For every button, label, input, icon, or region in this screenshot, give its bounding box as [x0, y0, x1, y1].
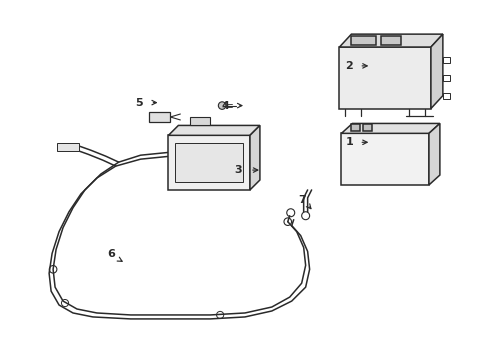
Polygon shape [428, 123, 439, 185]
Bar [57, 143, 79, 151]
Bar [339, 47, 430, 109]
Text: 5: 5 [135, 98, 142, 108]
Bar [190, 117, 210, 125]
Bar [381, 36, 400, 45]
Text: 1: 1 [345, 137, 352, 147]
Bar [442, 93, 449, 99]
Bar [351, 125, 360, 131]
Bar [363, 125, 371, 131]
Text: 2: 2 [345, 61, 352, 71]
Polygon shape [430, 34, 442, 109]
Polygon shape [249, 125, 260, 190]
Circle shape [218, 102, 225, 109]
Text: 3: 3 [234, 165, 242, 175]
Bar [175, 143, 243, 182]
Text: 7: 7 [297, 195, 305, 205]
Bar [148, 112, 170, 122]
Bar [442, 57, 449, 63]
Bar [341, 133, 428, 185]
Polygon shape [168, 125, 260, 135]
Polygon shape [339, 34, 442, 47]
Text: 4: 4 [221, 100, 228, 111]
Bar [168, 135, 249, 190]
Bar [442, 75, 449, 81]
Text: 6: 6 [106, 249, 115, 260]
Bar [351, 36, 375, 45]
Polygon shape [341, 123, 439, 133]
